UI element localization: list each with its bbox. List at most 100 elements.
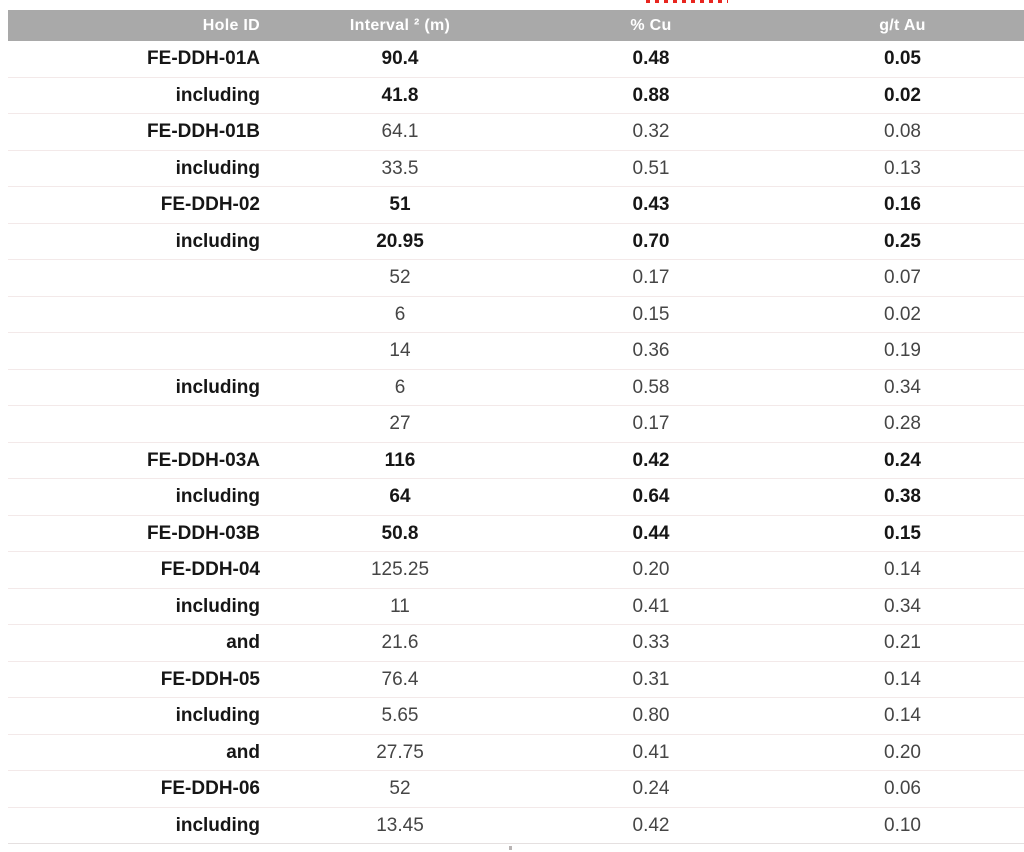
interval-cell: 6 — [275, 369, 525, 406]
table-header-row: Hole ID Interval ² (m) % Cu g/t Au — [8, 10, 1024, 41]
column-header-interval: Interval ² (m) — [275, 10, 525, 41]
hole-id-cell: including — [8, 223, 275, 260]
table-body: FE-DDH-01A 90.4 0.48 0.05 including 41.8 0.88 0… — [8, 41, 1024, 844]
hole-id-cell: FE-DDH-03A — [8, 442, 275, 479]
hole-id-cell — [8, 259, 275, 297]
interval-cell: 52 — [275, 770, 525, 808]
hole-id-cell: including — [8, 77, 275, 114]
hole-id-cell: FE-DDH-05 — [8, 661, 275, 698]
table-row: 6 0.15 0.02 — [8, 296, 1024, 333]
cu-cell: 0.48 — [525, 41, 777, 78]
au-cell: 0.34 — [777, 369, 1024, 406]
cu-cell: 0.42 — [525, 442, 777, 479]
au-cell: 0.02 — [777, 296, 1024, 333]
hole-id-cell: including — [8, 588, 275, 625]
hole-id-cell: and — [8, 624, 275, 662]
cropped-footnote-artifact — [509, 846, 512, 850]
hole-id-cell: FE-DDH-03B — [8, 515, 275, 552]
table-row: including 5.65 0.80 0.14 — [8, 697, 1024, 735]
interval-cell: 5.65 — [275, 697, 525, 735]
au-cell: 0.02 — [777, 77, 1024, 114]
table-row: FE-DDH-01A 90.4 0.48 0.05 — [8, 41, 1024, 78]
table-row: FE-DDH-01B 64.1 0.32 0.08 — [8, 113, 1024, 151]
cu-cell: 0.20 — [525, 551, 777, 589]
au-cell: 0.24 — [777, 442, 1024, 479]
spellcheck-underline-artifact — [646, 0, 728, 3]
table-row: FE-DDH-06 52 0.24 0.06 — [8, 770, 1024, 808]
au-cell: 0.25 — [777, 223, 1024, 260]
interval-cell: 20.95 — [275, 223, 525, 260]
table-row: including 33.5 0.51 0.13 — [8, 150, 1024, 187]
table-row: 14 0.36 0.19 — [8, 332, 1024, 370]
cu-cell: 0.44 — [525, 515, 777, 552]
interval-cell: 51 — [275, 186, 525, 224]
hole-id-cell: including — [8, 150, 275, 187]
hole-id-cell — [8, 332, 275, 370]
au-cell: 0.13 — [777, 150, 1024, 187]
hole-id-cell: FE-DDH-01A — [8, 41, 275, 78]
cu-cell: 0.43 — [525, 186, 777, 224]
au-cell: 0.07 — [777, 259, 1024, 297]
table-row: 52 0.17 0.07 — [8, 259, 1024, 297]
interval-cell: 64 — [275, 478, 525, 516]
table-row: FE-DDH-03B 50.8 0.44 0.15 — [8, 515, 1024, 552]
hole-id-cell: FE-DDH-04 — [8, 551, 275, 589]
au-cell: 0.14 — [777, 697, 1024, 735]
hole-id-cell: including — [8, 478, 275, 516]
cu-cell: 0.42 — [525, 807, 777, 844]
cu-cell: 0.41 — [525, 734, 777, 771]
cu-cell: 0.17 — [525, 405, 777, 443]
hole-id-cell — [8, 296, 275, 333]
interval-cell: 41.8 — [275, 77, 525, 114]
cu-cell: 0.31 — [525, 661, 777, 698]
au-cell: 0.38 — [777, 478, 1024, 516]
interval-cell: 6 — [275, 296, 525, 333]
cu-cell: 0.58 — [525, 369, 777, 406]
hole-id-cell: FE-DDH-06 — [8, 770, 275, 808]
interval-cell: 27.75 — [275, 734, 525, 771]
hole-id-cell: FE-DDH-01B — [8, 113, 275, 151]
interval-cell: 76.4 — [275, 661, 525, 698]
au-cell: 0.14 — [777, 551, 1024, 589]
cu-cell: 0.51 — [525, 150, 777, 187]
cu-cell: 0.33 — [525, 624, 777, 662]
hole-id-cell: including — [8, 807, 275, 844]
cu-cell: 0.17 — [525, 259, 777, 297]
interval-cell: 125.25 — [275, 551, 525, 589]
table-row: including 13.45 0.42 0.10 — [8, 807, 1024, 844]
column-header-cu: % Cu — [525, 10, 777, 41]
cu-cell: 0.15 — [525, 296, 777, 333]
table-row: including 41.8 0.88 0.02 — [8, 77, 1024, 114]
cu-cell: 0.64 — [525, 478, 777, 516]
table-row: including 20.95 0.70 0.25 — [8, 223, 1024, 260]
cu-cell: 0.41 — [525, 588, 777, 625]
table-row: FE-DDH-05 76.4 0.31 0.14 — [8, 661, 1024, 698]
au-cell: 0.06 — [777, 770, 1024, 808]
cu-cell: 0.36 — [525, 332, 777, 370]
au-cell: 0.16 — [777, 186, 1024, 224]
column-header-hole-id: Hole ID — [8, 10, 275, 41]
au-cell: 0.19 — [777, 332, 1024, 370]
interval-cell: 13.45 — [275, 807, 525, 844]
au-cell: 0.21 — [777, 624, 1024, 662]
hole-id-cell: FE-DDH-02 — [8, 186, 275, 224]
table-row: including 6 0.58 0.34 — [8, 369, 1024, 406]
au-cell: 0.08 — [777, 113, 1024, 151]
table-row: FE-DDH-02 51 0.43 0.16 — [8, 186, 1024, 224]
cu-cell: 0.70 — [525, 223, 777, 260]
cu-cell: 0.32 — [525, 113, 777, 151]
drill-results-table: Hole ID Interval ² (m) % Cu g/t Au FE-DD… — [8, 10, 1024, 844]
table-row: FE-DDH-04 125.25 0.20 0.14 — [8, 551, 1024, 589]
au-cell: 0.34 — [777, 588, 1024, 625]
hole-id-cell — [8, 405, 275, 443]
interval-cell: 64.1 — [275, 113, 525, 151]
interval-cell: 116 — [275, 442, 525, 479]
interval-cell: 90.4 — [275, 41, 525, 78]
interval-cell: 50.8 — [275, 515, 525, 552]
interval-cell: 33.5 — [275, 150, 525, 187]
au-cell: 0.20 — [777, 734, 1024, 771]
table-row: including 11 0.41 0.34 — [8, 588, 1024, 625]
column-header-au: g/t Au — [777, 10, 1024, 41]
au-cell: 0.28 — [777, 405, 1024, 443]
table-row: including 64 0.64 0.38 — [8, 478, 1024, 516]
